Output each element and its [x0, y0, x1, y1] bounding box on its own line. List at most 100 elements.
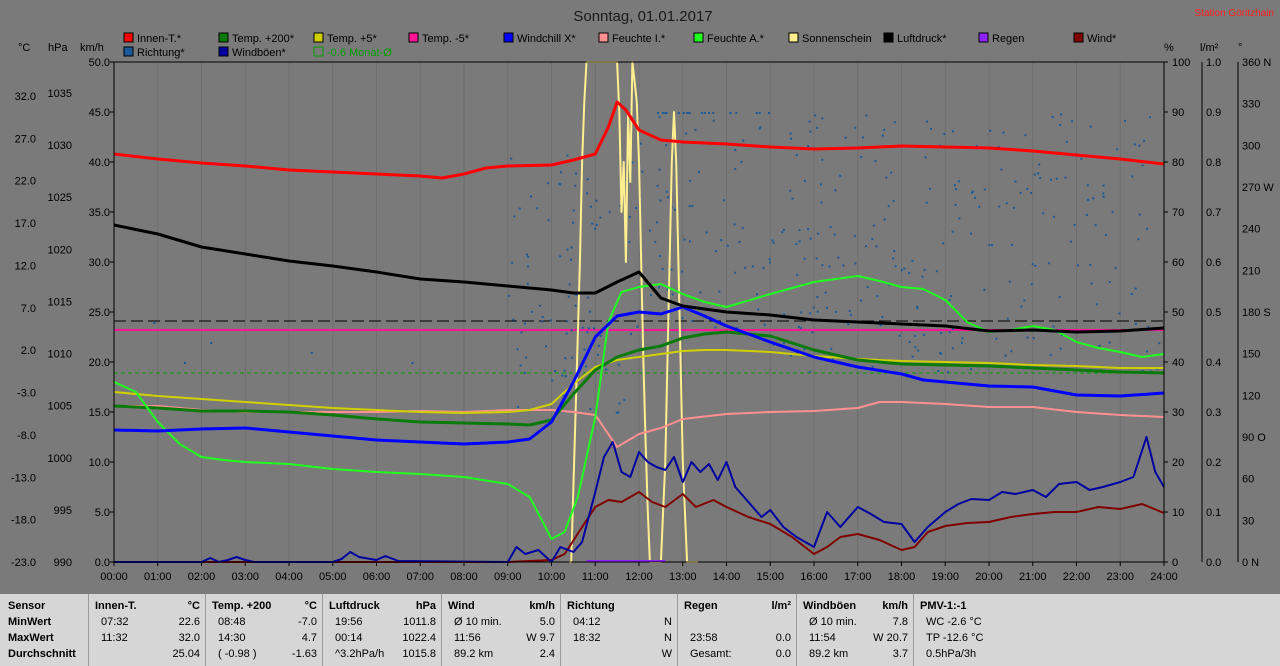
kmh-tick-label: 5.0: [95, 507, 110, 519]
stats-row: 25.04: [89, 648, 206, 664]
direction-point: [935, 270, 938, 273]
direction-point: [539, 304, 542, 307]
legend-swatch: [123, 32, 134, 43]
stats-header-label: PMV-1:-1: [920, 600, 967, 612]
direction-point: [940, 352, 943, 355]
direction-point: [659, 199, 662, 202]
direction-point: [795, 154, 798, 157]
direction-point: [974, 196, 977, 199]
direction-point: [566, 320, 569, 323]
direction-point: [1124, 119, 1127, 122]
direction-point: [1030, 191, 1033, 194]
stats-column: Temp. +200 °C 08:48 -7.0 14:30 4.7 ( -0.98 ) -1…: [205, 594, 323, 666]
hpa-tick-label: 1015: [48, 296, 72, 308]
row-labels: Sensor MinWert MaxWert Durchschnitt: [0, 594, 88, 666]
direction-point: [808, 120, 811, 123]
stats-row: 11:32 32.0: [89, 632, 206, 648]
dir-tick-label: 60: [1242, 474, 1254, 486]
direction-point: [564, 357, 567, 360]
direction-point: [511, 261, 514, 264]
direction-point: [570, 246, 573, 249]
stats-header-unit: hPa: [415, 600, 436, 612]
dir-tick-label: 210: [1242, 265, 1260, 277]
stats-cell-value: 1015.8: [402, 648, 436, 660]
direction-point: [759, 126, 762, 129]
direction-point: [551, 379, 554, 382]
direction-point: [714, 250, 717, 253]
stats-header-unit: °C: [187, 600, 200, 612]
stats-header: PMV-1:-1: [914, 600, 1034, 616]
direction-point: [568, 283, 571, 286]
stats-cell-value: W 9.7: [526, 632, 555, 644]
legend-label: Wind*: [1087, 33, 1117, 45]
direction-point: [666, 288, 669, 291]
direction-point: [948, 298, 951, 301]
direction-point: [893, 121, 896, 124]
legend-swatch: [598, 32, 609, 43]
direction-point: [925, 120, 928, 123]
direction-point: [586, 331, 589, 334]
direction-point: [1013, 206, 1016, 209]
stats-header-label: Windböen: [803, 600, 857, 612]
direction-point: [998, 205, 1001, 208]
temp-tick-label: 7.0: [21, 303, 36, 315]
direction-point: [955, 188, 958, 191]
direction-point: [874, 160, 877, 163]
direction-point: [809, 130, 812, 133]
direction-point: [865, 114, 868, 117]
direction-point: [790, 137, 793, 140]
direction-point: [1108, 281, 1111, 284]
direction-point: [950, 295, 953, 298]
direction-point: [566, 154, 569, 157]
direction-point: [834, 189, 837, 192]
direction-point: [567, 295, 570, 298]
stats-row: 04:12 N: [561, 616, 678, 632]
stats-header-label: Wind: [448, 600, 475, 612]
direction-point: [1118, 312, 1121, 315]
x-tick-label: 21:00: [1019, 571, 1047, 583]
direction-point: [821, 264, 824, 267]
direction-point: [1138, 213, 1141, 216]
stats-row: ^3.2hPa/h 1015.8: [323, 648, 442, 664]
pct-tick-label: 80: [1172, 157, 1184, 169]
stats-cell-value: 1022.4: [402, 632, 436, 644]
pct-tick-label: 90: [1172, 107, 1184, 119]
stats-cell-value: 4.7: [301, 632, 317, 644]
direction-point: [564, 375, 567, 378]
direction-point: [829, 226, 832, 229]
direction-point: [860, 299, 863, 302]
direction-point: [1058, 296, 1061, 299]
row-label-max: MaxWert: [8, 632, 54, 644]
direction-point: [876, 295, 879, 298]
pct-tick-label: 40: [1172, 357, 1184, 369]
temp-tick-label: -8.0: [17, 430, 36, 442]
direction-point: [824, 291, 827, 294]
direction-point: [894, 265, 897, 268]
direction-point: [807, 228, 810, 231]
hpa-tick-label: 1020: [48, 244, 72, 256]
direction-point: [1102, 195, 1105, 198]
x-tick-label: 09:00: [494, 571, 522, 583]
direction-point: [734, 271, 737, 274]
direction-point: [560, 171, 563, 174]
direction-point: [834, 310, 837, 313]
stats-cell-value: 32.0: [178, 632, 200, 644]
direction-point: [605, 368, 608, 371]
direction-point: [665, 190, 668, 193]
direction-point: [541, 320, 544, 323]
kmh-tick-label: 30.0: [89, 257, 110, 269]
direction-point: [1141, 369, 1144, 372]
direction-point: [184, 362, 186, 364]
direction-point: [686, 112, 689, 114]
direction-point: [589, 310, 592, 313]
direction-point: [694, 128, 697, 131]
direction-point: [924, 156, 927, 159]
x-tick-label: 11:00: [582, 571, 609, 583]
direction-point: [597, 344, 600, 347]
temp-tick-label: -3.0: [17, 388, 36, 400]
direction-point: [849, 313, 852, 316]
direction-point: [1052, 215, 1055, 218]
direction-point: [572, 209, 575, 212]
direction-point: [1002, 131, 1005, 134]
direction-point: [819, 183, 822, 186]
